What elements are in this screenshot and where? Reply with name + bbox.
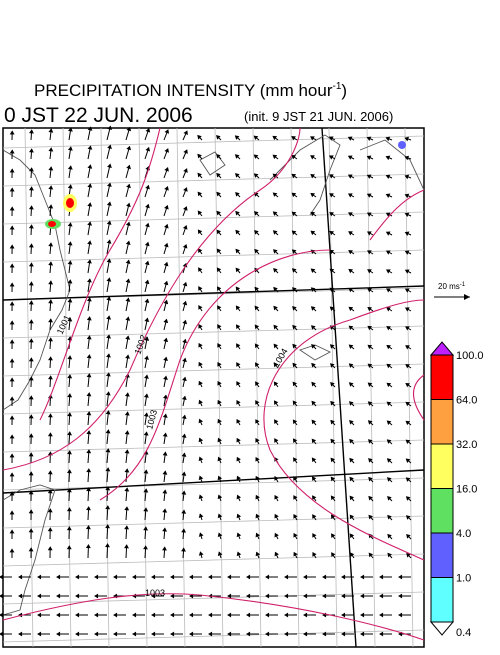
colorbar: 100.0 64.0 32.0 16.0 4.0 1.0 0.4	[431, 342, 484, 639]
precip-cell	[398, 141, 406, 149]
title-close: )	[341, 81, 347, 100]
colorbar-segment	[431, 533, 453, 578]
colorbar-segment	[431, 355, 453, 400]
title-text: PRECIPITATION INTENSITY (mm hour	[34, 81, 333, 100]
wind-vector-head	[0, 575, 3, 578]
colorbar-under	[431, 622, 453, 635]
colorbar-segment	[431, 444, 453, 489]
map: 1001 1002 1003 1004 1003	[0, 126, 424, 647]
wind-vector-head	[0, 594, 3, 597]
colorbar-label: 100.0	[456, 350, 484, 362]
colorbar-over	[431, 342, 453, 355]
colorbar-label: 1.0	[456, 573, 471, 585]
colorbar-label: 32.0	[456, 439, 477, 451]
title: PRECIPITATION INTENSITY (mm hour-1)	[34, 81, 347, 100]
vector-scale-head	[464, 294, 470, 300]
colorbar-segment	[431, 489, 453, 534]
colorbar-segment	[431, 400, 453, 445]
wind-vector-head	[0, 632, 3, 635]
colorbar-label: 16.0	[456, 484, 477, 496]
colorbar-label: 64.0	[456, 395, 477, 407]
precip-cell	[48, 221, 56, 227]
vector-scale-exp: -1	[460, 282, 466, 288]
vector-scale-text: 20 ms	[438, 282, 460, 291]
colorbar-label: 0.4	[456, 627, 471, 639]
wind-vector-head	[0, 613, 3, 616]
init-time: (init. 9 JST 21 JUN. 2006)	[244, 109, 393, 124]
valid-time: 0 JST 22 JUN. 2006	[4, 104, 193, 127]
colorbar-label: 4.0	[456, 528, 471, 540]
isobar-label: 1003	[145, 588, 165, 598]
colorbar-segment	[431, 578, 453, 623]
precip-cell	[66, 198, 74, 208]
vector-scale: 20 ms-1	[434, 282, 470, 300]
vector-scale-label: 20 ms-1	[438, 282, 466, 291]
